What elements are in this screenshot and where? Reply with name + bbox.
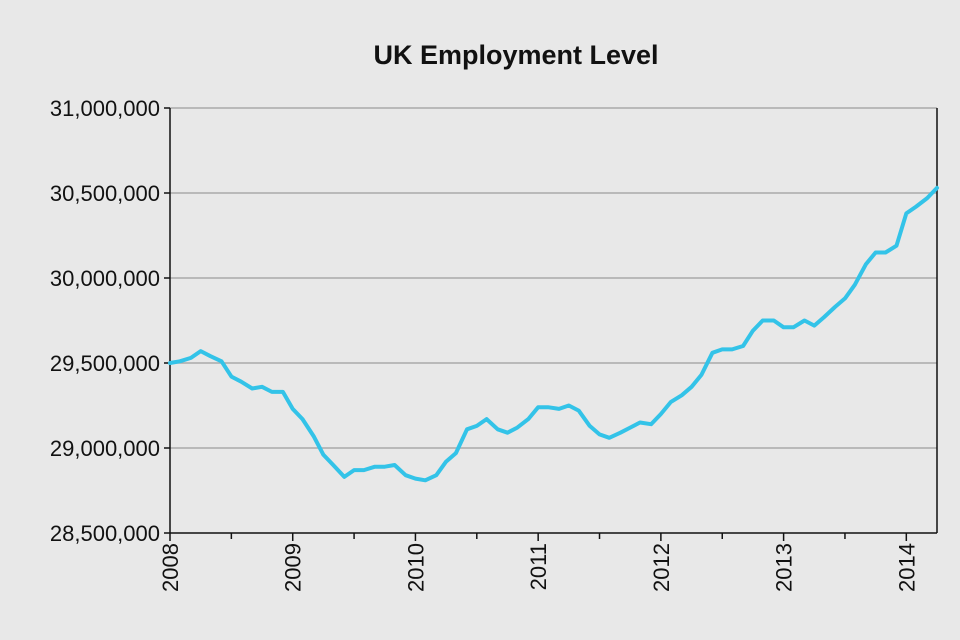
axes	[169, 108, 938, 534]
y-tick-label: 29,000,000	[50, 436, 160, 461]
x-tick-label: 2013	[772, 543, 797, 592]
y-axis-ticks: 28,500,000 29,000,000 29,500,000 30,000,000…	[50, 96, 170, 546]
series-layer	[168, 185, 939, 483]
employment-series-line	[168, 185, 939, 483]
x-tick-label: 2011	[526, 543, 551, 590]
x-axis-ticks: 2008 2009 2010 2011 2012 2013 2014	[158, 533, 919, 592]
chart-title: UK Employment Level	[373, 40, 658, 70]
y-tick-label: 29,500,000	[50, 351, 160, 376]
y-tick-label: 28,500,000	[50, 521, 160, 546]
gridlines	[170, 107, 937, 449]
y-tick-label: 30,000,000	[50, 266, 160, 291]
x-tick-label: 2010	[403, 543, 428, 592]
x-tick-label: 2009	[281, 543, 306, 592]
x-tick-label: 2014	[894, 543, 919, 592]
y-tick-label: 30,500,000	[50, 181, 160, 206]
x-tick-label: 2012	[649, 543, 674, 592]
x-tick-label: 2008	[158, 543, 183, 592]
y-tick-label: 31,000,000	[50, 96, 160, 121]
